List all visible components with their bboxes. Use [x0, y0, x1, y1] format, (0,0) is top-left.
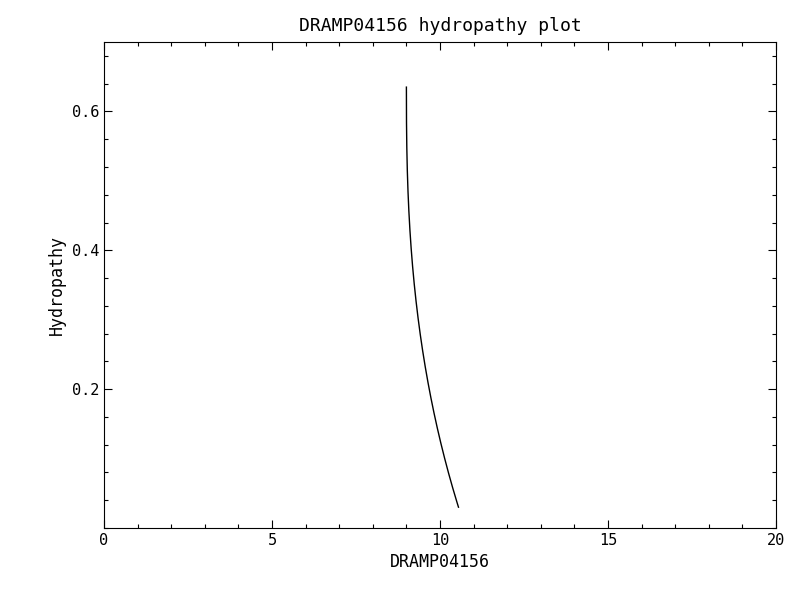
Y-axis label: Hydropathy: Hydropathy — [48, 235, 66, 335]
X-axis label: DRAMP04156: DRAMP04156 — [390, 553, 490, 571]
Title: DRAMP04156 hydropathy plot: DRAMP04156 hydropathy plot — [298, 17, 582, 35]
